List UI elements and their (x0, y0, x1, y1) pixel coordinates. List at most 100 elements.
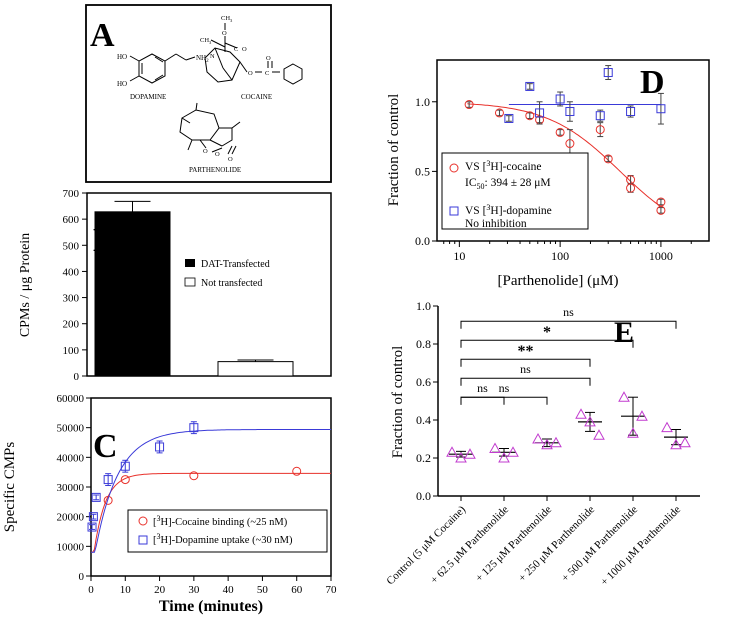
significance-label: ns (499, 381, 510, 395)
panel-d-plot (464, 65, 666, 215)
data-point (626, 107, 636, 117)
data-point (498, 451, 510, 463)
legend-label-vs-cocaine: VS [3H]-cocaine (465, 159, 542, 173)
parthenolide-structure (179, 102, 241, 155)
data-point (88, 512, 98, 522)
panel-d-y-axis-label: Fraction of control (386, 94, 402, 206)
legend-label-cocaine-binding: [3H]-Cocaine binding (~25 nM) (153, 514, 288, 528)
data-point (103, 495, 113, 505)
legend-marker-vs-cocaine (449, 163, 459, 173)
fit-curve-1 (91, 429, 331, 553)
data-point (593, 429, 605, 440)
panel-b: B CPMs / μg Protein 01002003004005006007… (18, 188, 332, 383)
panel-b-y-axis-label: CPMs / μg Protein (18, 233, 33, 337)
data-point (91, 492, 101, 502)
data-point (541, 438, 553, 450)
data-point (464, 100, 474, 110)
data-point (555, 94, 565, 104)
data-point (595, 111, 605, 121)
bar (94, 211, 171, 377)
data-point (618, 391, 630, 402)
y-tick-label: 0.6 (416, 375, 431, 389)
significance-label: ns (520, 362, 531, 376)
legend-ic50: IC50: 394 ± 28 μM (465, 177, 551, 191)
data-point (656, 104, 666, 114)
significance-bracket (460, 377, 591, 386)
panel-e-y-axis-label: Fraction of control (390, 346, 406, 458)
bar (217, 361, 294, 377)
data-point (661, 421, 673, 433)
data-point (464, 448, 476, 459)
significance-label: ns (563, 305, 574, 319)
x-category-label: + 250 μM Parthenolide (516, 504, 597, 585)
data-point (584, 415, 596, 427)
data-point (489, 442, 501, 453)
panel-b-bars (94, 200, 294, 377)
cocaine-atom: O (266, 55, 271, 62)
x-tick-label: 10 (120, 584, 132, 596)
y-tick-label: 1.0 (416, 299, 431, 313)
legend-label-dopamine-uptake: [3H]-Dopamine uptake (~30 nM) (153, 532, 293, 546)
cocaine-atom: N (210, 53, 215, 60)
x-tick-label: 30 (188, 584, 200, 596)
data-point (535, 108, 545, 118)
fit-curve-cocaine (467, 103, 662, 208)
data-point (603, 154, 613, 164)
y-tick-label: 0.4 (416, 413, 431, 427)
parthenolide-name: PARTHENOLIDE (189, 166, 241, 174)
x-tick-label: 1000 (649, 249, 673, 263)
cocaine-atom: O (242, 46, 247, 53)
data-point (455, 451, 467, 463)
x-category-label: Control (5 μM Cocaine) (384, 503, 468, 587)
y-tick-label: 50000 (57, 423, 85, 435)
legend-swatch-not (184, 277, 196, 287)
data-point (550, 436, 562, 448)
legend-label-not: Not transfected (201, 278, 262, 289)
y-tick-label: 100 (63, 345, 80, 357)
data-point (656, 205, 666, 215)
x-tick-label: 50 (257, 584, 269, 596)
y-tick-label: 0.8 (416, 337, 431, 351)
x-tick-label: 40 (223, 584, 235, 596)
data-point (595, 125, 605, 135)
data-point (504, 113, 514, 123)
legend-swatch-dat (185, 259, 195, 267)
x-tick-label: 60 (291, 584, 303, 596)
dopamine-atom: HO (117, 80, 127, 88)
panel-c-plot (87, 421, 331, 553)
parthenolide-atom: O (203, 148, 208, 155)
legend-no-inhibition: No inhibition (465, 218, 527, 230)
data-point (446, 446, 458, 457)
y-tick-label: 700 (63, 188, 80, 200)
y-tick-label: 10000 (57, 541, 85, 553)
dopamine-structure (129, 53, 196, 84)
legend-label-dat: DAT-Transfected (201, 259, 270, 270)
legend-label-vs-dopamine: VS [3H]-dopamine (465, 203, 552, 217)
data-point (679, 436, 691, 448)
x-category-label: + 500 μM Parthenolide (559, 504, 640, 585)
x-category-label: + 1000 μM Parthenolide (598, 504, 683, 589)
panel-d: D Fraction of control [Parthenolide] (μM… (386, 59, 710, 289)
panel-d-x-axis-label: [Parthenolide] (μM) (498, 273, 619, 289)
dopamine-atom: NH2 (196, 54, 209, 64)
dopamine-name: DOPAMINE (130, 93, 166, 101)
cocaine-atom: C (265, 70, 269, 77)
data-point (626, 183, 636, 193)
cocaine-atom: CH3 (221, 15, 233, 23)
x-tick-label: 20 (154, 584, 166, 596)
data-point (627, 427, 639, 438)
data-point (507, 446, 519, 457)
data-point (532, 432, 544, 444)
y-tick-label: 1.0 (415, 95, 430, 109)
data-point (189, 423, 199, 433)
y-tick-label: 60000 (57, 393, 85, 405)
data-point (603, 68, 613, 78)
dopamine-atom: HO (117, 53, 127, 61)
x-category-label: + 62.5 μM Parthenolide (428, 504, 511, 587)
significance-bracket (460, 339, 634, 348)
y-tick-label: 40000 (57, 452, 85, 464)
panel-e-axes: 0.0 0.2 0.4 0.6 0.8 1.0 Control (5 μM Cocaine)… (384, 299, 683, 588)
y-tick-label: 200 (63, 319, 80, 331)
data-point (155, 442, 165, 452)
